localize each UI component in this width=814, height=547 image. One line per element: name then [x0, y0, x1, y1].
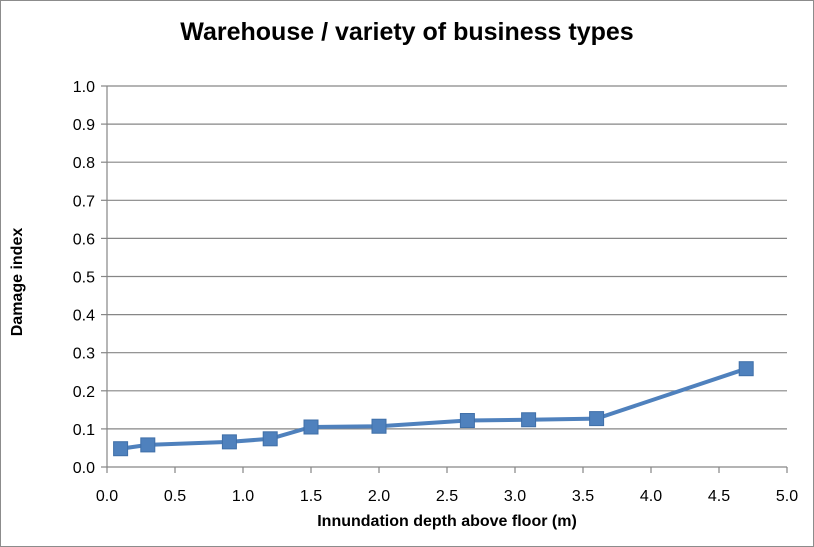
- y-tick-labels: 0.0 0.1 0.2 0.3 0.4 0.5 0.6 0.7 0.8 0.9 1.0: [73, 79, 95, 477]
- data-point-marker: [262, 431, 278, 447]
- x-tick-labels: 0.0 0.5 1.0 1.5 2.0 2.5 3.0 3.5 4.0 4.5 5.0: [96, 488, 798, 505]
- axes: [101, 85, 788, 473]
- y-tick-label: 0.0: [73, 460, 95, 477]
- series-line: [120, 366, 747, 451]
- data-point-marker: [589, 411, 605, 427]
- data-point-marker: [738, 361, 754, 377]
- series-group: [113, 361, 754, 457]
- data-point-marker: [140, 437, 156, 453]
- data-point-marker: [371, 418, 387, 434]
- data-point-marker: [113, 441, 129, 457]
- x-tick-label: 0.5: [164, 488, 186, 505]
- gridlines: [107, 85, 787, 430]
- y-tick-label: 0.5: [73, 270, 95, 287]
- data-point-marker: [303, 419, 319, 435]
- x-axis-title: Innundation depth above floor (m): [317, 513, 577, 530]
- y-tick-label: 0.2: [73, 384, 95, 401]
- y-tick-label: 0.3: [73, 346, 95, 363]
- y-tick-label: 0.8: [73, 155, 95, 172]
- x-tick-label: 1.5: [300, 488, 322, 505]
- y-tick-label: 0.7: [73, 193, 95, 210]
- data-point-marker: [459, 413, 475, 429]
- x-tick-label: 1.0: [232, 488, 254, 505]
- x-tick-label: 5.0: [776, 488, 798, 505]
- x-tick-label: 2.5: [436, 488, 458, 505]
- x-tick-label: 3.5: [572, 488, 594, 505]
- y-tick-label: 0.6: [73, 231, 95, 248]
- chart-title: Warehouse / variety of business types: [180, 18, 634, 46]
- x-tick-label: 2.0: [368, 488, 390, 505]
- data-point-marker: [521, 412, 537, 428]
- x-tick-label: 3.0: [504, 488, 526, 505]
- x-tick-label: 4.0: [640, 488, 662, 505]
- y-tick-label: 1.0: [73, 79, 95, 96]
- y-tick-label: 0.4: [73, 308, 95, 325]
- data-point-marker: [221, 434, 237, 450]
- y-tick-label: 0.1: [73, 422, 95, 439]
- y-tick-label: 0.9: [73, 117, 95, 134]
- x-tick-label: 0.0: [96, 488, 118, 505]
- x-tick-label: 4.5: [708, 488, 730, 505]
